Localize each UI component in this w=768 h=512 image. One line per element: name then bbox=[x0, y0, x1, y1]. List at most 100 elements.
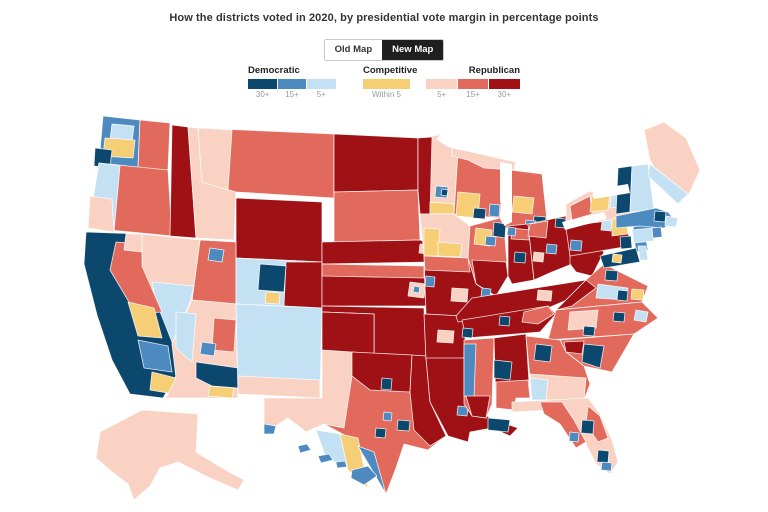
legend-swatches-republican bbox=[426, 78, 521, 89]
district-delaware[interactable] bbox=[637, 245, 649, 261]
district-lake-superior bbox=[436, 132, 524, 163]
district-indiana-indy[interactable] bbox=[513, 251, 527, 264]
district-wisconsin-milwaukee[interactable] bbox=[488, 203, 501, 218]
district-arizona-west[interactable] bbox=[175, 311, 197, 363]
district-north-carolina-pied[interactable] bbox=[567, 309, 599, 331]
district-hawaii-big-island[interactable] bbox=[350, 465, 378, 486]
district-hawaii-maui[interactable] bbox=[335, 460, 348, 469]
district-oregon-coast-south[interactable] bbox=[87, 195, 115, 233]
district-iowa-south[interactable] bbox=[437, 241, 463, 258]
new-map-button[interactable]: New Map bbox=[382, 40, 444, 60]
district-texas-san-antonio[interactable] bbox=[374, 427, 387, 439]
district-montana-west[interactable] bbox=[197, 127, 233, 191]
district-california-central[interactable] bbox=[127, 301, 163, 339]
district-colorado-denver[interactable] bbox=[257, 263, 287, 293]
district-indiana-gary[interactable] bbox=[506, 226, 517, 237]
district-arizona-east[interactable] bbox=[211, 317, 237, 353]
district-massachusetts-cape[interactable] bbox=[664, 215, 679, 228]
district-south-dakota[interactable] bbox=[333, 189, 421, 243]
district-colorado-south[interactable] bbox=[264, 291, 281, 305]
district-ohio-nw[interactable] bbox=[527, 220, 549, 239]
district-florida-miami[interactable] bbox=[596, 449, 610, 464]
district-virginia-richmond[interactable] bbox=[616, 289, 629, 302]
district-north-carolina-raleigh[interactable] bbox=[612, 311, 626, 323]
district-utah-slc[interactable] bbox=[207, 247, 225, 263]
district-ohio-columbus[interactable] bbox=[545, 243, 558, 255]
district-new-york-west[interactable] bbox=[569, 195, 593, 221]
district-wisconsin-madison[interactable] bbox=[472, 207, 487, 220]
district-arizona-phoenix[interactable] bbox=[199, 341, 217, 357]
district-minnesota-south[interactable] bbox=[429, 201, 455, 215]
legend-tick-30+: 30+ bbox=[255, 89, 270, 99]
district-virginia-coast[interactable] bbox=[630, 288, 645, 301]
district-north-dakota[interactable] bbox=[333, 133, 419, 193]
district-new-mexico-south[interactable] bbox=[237, 375, 321, 399]
district-texas-austin[interactable] bbox=[382, 411, 393, 422]
legend-label-democratic: Democratic bbox=[248, 65, 300, 76]
district-wyoming[interactable] bbox=[235, 197, 323, 263]
district-hawaii-oahu[interactable] bbox=[317, 453, 334, 464]
district-texas-dallas[interactable] bbox=[380, 377, 393, 391]
district-maryland-west[interactable] bbox=[611, 253, 623, 264]
district-hawaii-kauai[interactable] bbox=[297, 443, 312, 454]
district-virginia-west[interactable] bbox=[555, 279, 597, 311]
district-florida-tampa[interactable] bbox=[568, 431, 580, 443]
district-missouri-central[interactable] bbox=[450, 287, 469, 303]
district-maine-south[interactable] bbox=[647, 163, 689, 205]
district-colorado-east[interactable] bbox=[283, 261, 323, 309]
district-california-la[interactable] bbox=[137, 339, 173, 373]
district-georgia-atlanta[interactable] bbox=[533, 343, 553, 363]
district-connecticut[interactable] bbox=[631, 227, 655, 244]
district-florida-orlando[interactable] bbox=[580, 419, 595, 435]
district-massachusetts-boston[interactable] bbox=[653, 210, 667, 223]
district-south-carolina-north[interactable] bbox=[563, 340, 585, 355]
district-texas-houston[interactable] bbox=[396, 419, 411, 432]
district-virginia-nova[interactable] bbox=[604, 269, 619, 282]
legend-tick-15+: 15+ bbox=[466, 89, 480, 99]
district-florida-miami-2[interactable] bbox=[600, 461, 613, 472]
district-rhode-island[interactable] bbox=[651, 226, 663, 239]
district-arizona-south[interactable] bbox=[207, 385, 235, 399]
district-illinois-chicago[interactable] bbox=[492, 221, 507, 239]
district-louisiana-nola[interactable] bbox=[487, 417, 511, 433]
old-map-button[interactable]: Old Map bbox=[324, 40, 383, 60]
map-toggle-wrap: Old Map New Map bbox=[0, 39, 768, 61]
district-kentucky-lexington[interactable] bbox=[536, 289, 553, 302]
district-pennsylvania-philly[interactable] bbox=[619, 235, 633, 250]
district-texas-elpaso[interactable] bbox=[263, 423, 277, 435]
district-texas-panhandle[interactable] bbox=[321, 311, 375, 355]
legend-swatch-15+ bbox=[277, 78, 307, 89]
district-louisiana-br[interactable] bbox=[456, 405, 469, 417]
district-lake-erie bbox=[562, 212, 607, 230]
district-california-ne[interactable] bbox=[123, 233, 143, 253]
district-pennsylvania-pitt[interactable] bbox=[569, 239, 583, 252]
legend-ticks-competitive: Within 5 bbox=[363, 90, 410, 99]
district-nebraska[interactable] bbox=[321, 239, 433, 265]
district-alaska[interactable] bbox=[95, 409, 245, 501]
district-missouri-kc[interactable] bbox=[424, 275, 436, 288]
district-alabama-7[interactable] bbox=[493, 359, 513, 381]
district-tennessee-east[interactable] bbox=[521, 305, 555, 325]
legend-group-republican: Republican 5+ 15+ 30+ bbox=[426, 66, 521, 99]
district-kansas-north[interactable] bbox=[321, 263, 425, 279]
district-texas-central[interactable] bbox=[351, 351, 413, 393]
district-south-carolina-6[interactable] bbox=[581, 343, 605, 369]
district-tennessee-memphis[interactable] bbox=[461, 327, 474, 339]
district-washington-east[interactable] bbox=[137, 119, 171, 171]
district-mississippi-south[interactable] bbox=[465, 395, 491, 419]
district-illinois-suburbs[interactable] bbox=[484, 235, 497, 247]
district-ohio-central[interactable] bbox=[532, 251, 545, 263]
district-north-carolina-charlotte[interactable] bbox=[582, 325, 596, 337]
district-arkansas-central[interactable] bbox=[436, 329, 455, 344]
district-kansas-kc-metro[interactable] bbox=[412, 285, 421, 294]
district-minnesota-mpls[interactable] bbox=[440, 188, 449, 197]
district-michigan-central[interactable] bbox=[511, 195, 535, 215]
district-tennessee-nashville[interactable] bbox=[498, 315, 511, 327]
district-north-carolina-coast[interactable] bbox=[633, 309, 649, 323]
district-maine-north[interactable] bbox=[643, 121, 701, 197]
district-missouri-north[interactable] bbox=[423, 255, 471, 273]
district-alabama-south[interactable] bbox=[495, 379, 531, 411]
legend: Democratic 30+ 15+ 5+ Competitive Within 5… bbox=[0, 66, 768, 99]
district-mississippi-delta[interactable] bbox=[463, 343, 477, 399]
district-georgia-sw[interactable] bbox=[529, 377, 549, 401]
